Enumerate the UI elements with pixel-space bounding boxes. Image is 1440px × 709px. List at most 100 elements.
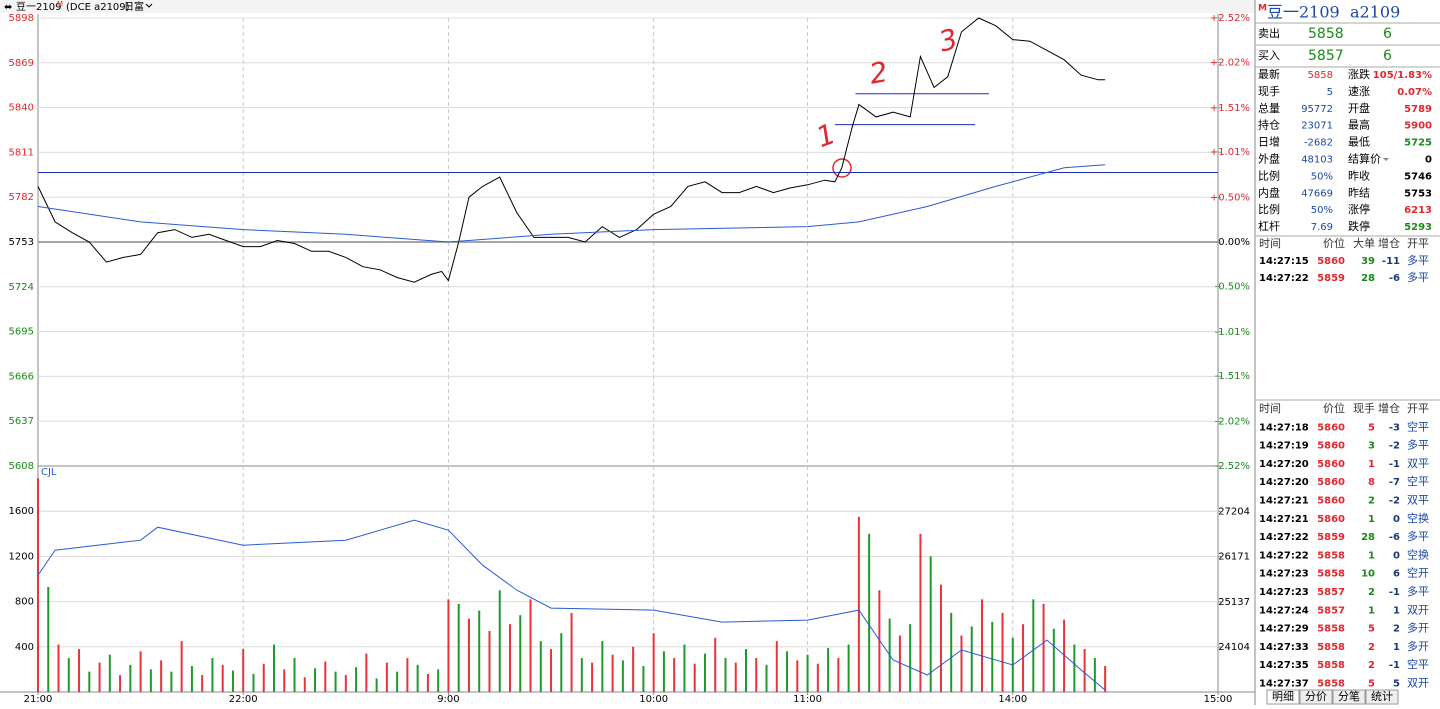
table-header: 开平 [1407,237,1429,250]
tab[interactable] [1266,689,1300,705]
stat-label: 总量 [1258,101,1280,115]
table-cell: 5 [1368,624,1375,635]
volume-bar [898,635,901,692]
table-cell: 39 [1361,256,1375,267]
volume-bar [437,669,440,692]
table-cell: -7 [1389,477,1400,488]
volume-bar [775,641,778,692]
volume-bar [170,671,173,692]
volume-bar [745,649,747,692]
table-cell: 28 [1361,273,1375,284]
y-tick-label: 5724 [9,282,34,293]
table-header: 大单 [1353,236,1375,250]
volume-bar [868,533,871,692]
tab[interactable] [1365,689,1399,705]
volume-bar [355,667,358,692]
quote-badge: M [1258,4,1267,14]
table-cell: -1 [1389,660,1400,671]
stat-value: 48103 [1301,155,1333,166]
table-cell: 多平 [1407,253,1429,267]
volume-bar [837,658,840,692]
volume-bar [857,516,860,692]
table-cell: 5859 [1317,273,1345,284]
stat-label: 最高 [1348,118,1370,132]
stat-label: 涨跌 [1348,67,1370,81]
table-cell: 双平 [1407,457,1429,470]
table-cell: 14:27:21 [1259,514,1309,525]
volume-bar [416,664,419,692]
volume-bar [149,669,152,692]
volume-bar [703,653,706,692]
stat-value: 5293 [1404,222,1432,233]
table-header: 增仓 [1378,236,1400,250]
tab-label[interactable]: 分价 [1305,690,1327,703]
quote-name: 豆一2109 [1267,3,1340,22]
table-cell: 双开 [1407,677,1429,690]
table-cell: 14:27:35 [1259,660,1309,671]
table-cell: 双开 [1407,603,1429,616]
volume-bar [652,633,655,692]
volume-bar [796,660,799,692]
stat-label: 昨收 [1348,168,1370,182]
volume-bar [847,644,850,692]
toolbar-icon: ⬌ [4,2,12,13]
stat-label: 结算价 [1348,152,1381,166]
tab-label[interactable]: 分笔 [1338,689,1360,703]
volume-bar [447,599,450,692]
tab-label[interactable]: 明细 [1272,690,1294,703]
table-cell: 2 [1368,642,1375,653]
volume-bar [591,662,594,692]
y-tick-label: 400 [15,642,34,653]
volume-bar [375,678,378,692]
tab[interactable] [1332,689,1366,705]
table-cell: 5860 [1317,514,1345,525]
toolbar-menu[interactable]: 日富 [124,0,144,13]
volume-bar [314,668,317,692]
table-cell: 14:27:22 [1259,273,1309,284]
table-cell: -1 [1389,459,1400,470]
y2-tick-label: 26171 [1218,552,1250,563]
table-cell: 5859 [1317,532,1345,543]
tab-label[interactable]: 统计 [1371,690,1393,703]
volume-bar [211,658,214,692]
volume-bar [478,610,481,692]
table-cell: 14:27:22 [1259,532,1309,543]
volume-bar [683,644,686,692]
volume-bar [662,651,665,692]
table-cell: 14:27:23 [1259,587,1309,598]
volume-bar [129,664,132,692]
stat-label: 杠杆 [1258,219,1280,233]
x-tick-label: 10:00 [639,694,668,705]
table-cell: 5857 [1317,587,1345,598]
stat-label: 开盘 [1348,101,1370,115]
series-line [37,519,1106,691]
stat-value: 5789 [1404,104,1432,115]
y-tick-label: 5782 [9,192,34,203]
table-cell: 14:27:22 [1259,550,1309,561]
stat-label: 比例 [1258,202,1280,216]
quote-price: 5857 [1308,48,1344,64]
volume-bar [1104,666,1107,692]
handwritten-note: 2 [867,55,890,91]
menu-caret[interactable] [145,3,153,8]
volume-bar [539,641,542,692]
volume-bar [57,644,60,692]
tab[interactable] [1299,689,1333,705]
volume-bar [642,666,645,692]
table-cell: -2 [1389,496,1400,507]
volume-bar [991,621,994,692]
table-cell: 14:27:20 [1259,459,1309,470]
table-cell: 1 [1393,642,1400,653]
volume-bar [765,664,768,692]
volume-bar [970,626,973,692]
volume-bar [498,590,501,692]
volume-bar [457,603,460,692]
y-tick-label: 5753 [9,237,34,248]
volume-bar [221,664,224,692]
volume-bar [365,653,368,692]
table-cell: 多平 [1407,529,1429,543]
volume-bar [37,478,39,692]
y2-tick-label: -1.51% [1215,371,1250,382]
volume-bar [396,671,399,692]
